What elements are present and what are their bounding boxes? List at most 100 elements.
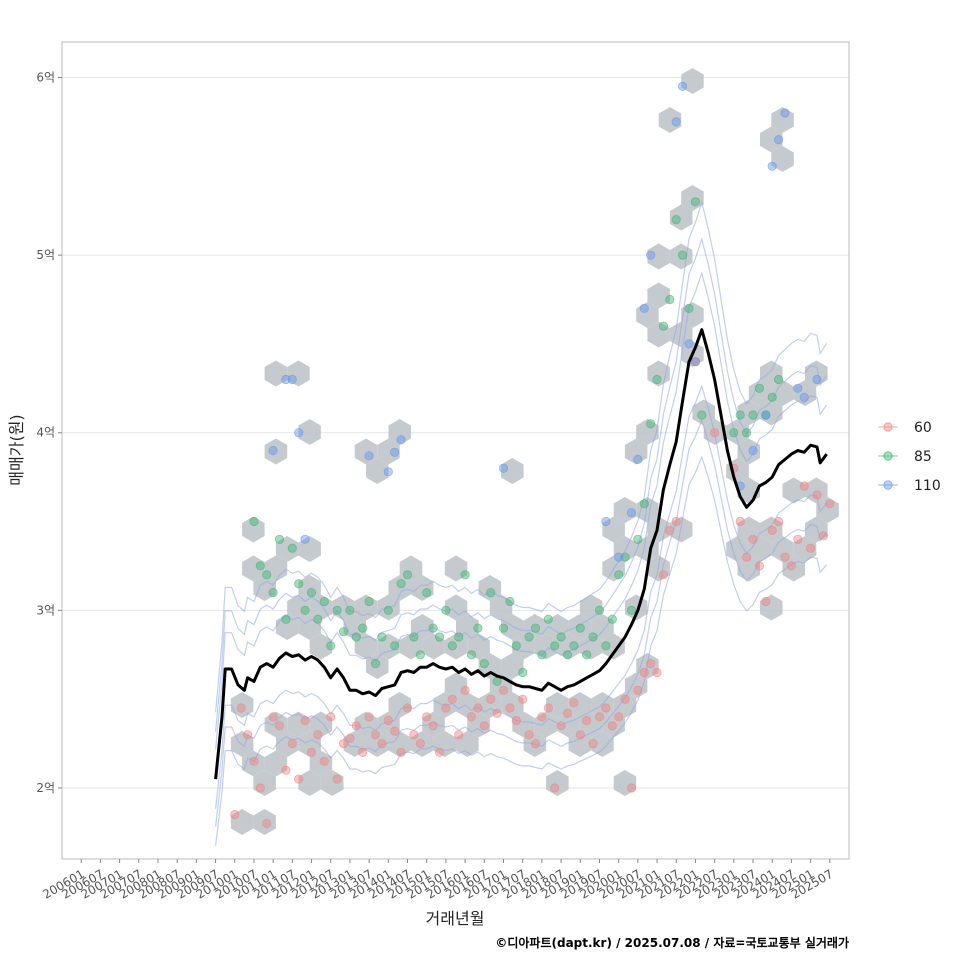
hexbin-cell: [546, 692, 569, 718]
data-point: [415, 738, 425, 749]
data-point: [377, 738, 387, 749]
data-point: [486, 587, 496, 598]
data-point: [665, 525, 675, 536]
data-point: [473, 703, 483, 713]
data-point: [300, 605, 310, 615]
data-point: [799, 392, 809, 402]
data-point: [326, 712, 336, 722]
hexbin-cell: [230, 809, 254, 835]
data-point: [383, 605, 393, 615]
data-point: [492, 676, 502, 687]
hexbin-cell: [805, 360, 828, 387]
data-point: [358, 747, 368, 758]
density-contours: [215, 200, 828, 846]
data-point: [697, 410, 707, 420]
data-point: [786, 561, 797, 571]
hexbin-cell: [388, 731, 411, 757]
data-point: [607, 614, 617, 624]
data-point: [671, 215, 681, 225]
density-contour: [215, 200, 828, 713]
data-point: [684, 303, 694, 313]
data-point: [530, 738, 541, 749]
data-point: [677, 81, 688, 92]
data-point: [684, 339, 694, 349]
data-point: [748, 534, 758, 544]
data-point: [543, 614, 553, 624]
data-point: [326, 641, 336, 651]
data-point: [249, 516, 259, 527]
y-tick-label: 5억: [36, 248, 55, 262]
data-point: [607, 721, 617, 731]
hexbin-cell: [433, 731, 456, 757]
trend-line: [214, 328, 828, 780]
data-point: [454, 730, 464, 740]
data-point: [402, 703, 413, 713]
hexbin-cell: [647, 243, 670, 270]
legend-label: 85: [914, 449, 932, 465]
data-point: [396, 747, 406, 758]
data-point: [825, 499, 835, 509]
data-point: [332, 605, 342, 615]
hexbin-cell: [771, 536, 794, 562]
data-point: [294, 774, 304, 784]
data-point: [428, 721, 438, 731]
data-point: [709, 428, 720, 438]
hexbin-cell: [298, 770, 321, 796]
data-point: [530, 623, 541, 633]
hexbin-cell: [669, 321, 693, 348]
data-point: [236, 703, 246, 713]
hexbin-cell: [354, 438, 378, 465]
hexbin-cell: [816, 497, 839, 523]
data-point: [281, 614, 291, 624]
data-point: [556, 721, 566, 731]
data-point: [287, 738, 297, 749]
data-point: [575, 730, 585, 740]
data-point: [639, 303, 649, 313]
data-point: [799, 481, 809, 491]
legend-key-dot: [883, 480, 893, 490]
data-point: [582, 650, 592, 660]
density-contour: [215, 236, 828, 732]
data-point: [748, 445, 758, 456]
data-point: [690, 357, 701, 367]
hexbin-cell: [602, 633, 625, 660]
data-point: [319, 596, 329, 607]
data-point: [345, 733, 355, 743]
data-point: [338, 738, 349, 749]
y-tick-label: 6억: [36, 71, 55, 85]
data-point: [351, 632, 361, 642]
data-point: [556, 632, 566, 642]
data-point: [812, 490, 822, 500]
hexbin-cell: [703, 419, 727, 445]
data-point: [620, 552, 630, 562]
data-point: [767, 392, 777, 402]
data-point: [550, 783, 560, 793]
data-point: [626, 783, 637, 793]
data-point: [748, 410, 758, 420]
hexbin-cell: [275, 536, 299, 562]
data-point: [665, 294, 675, 305]
density-contour: [215, 418, 828, 827]
data-point: [281, 765, 291, 775]
data-point: [658, 321, 669, 331]
data-point: [633, 685, 643, 695]
data-point: [620, 694, 630, 704]
data-point: [230, 809, 240, 820]
data-point: [639, 499, 649, 509]
data-point: [754, 383, 765, 393]
legend-label: 110: [914, 478, 941, 494]
data-point: [498, 623, 509, 633]
data-point: [300, 534, 310, 544]
trend-line-layer: [214, 328, 828, 780]
data-point: [383, 715, 393, 726]
data-point: [780, 552, 790, 562]
hexbin-cell: [771, 107, 794, 133]
hexbin-cell: [298, 419, 321, 445]
hexbin-cell: [354, 633, 378, 660]
density-contour: [215, 271, 828, 750]
data-point: [646, 658, 656, 669]
data-point: [486, 694, 496, 704]
hexbin-cell: [264, 711, 288, 738]
hexbin-cell: [275, 731, 299, 757]
data-point: [518, 667, 528, 678]
